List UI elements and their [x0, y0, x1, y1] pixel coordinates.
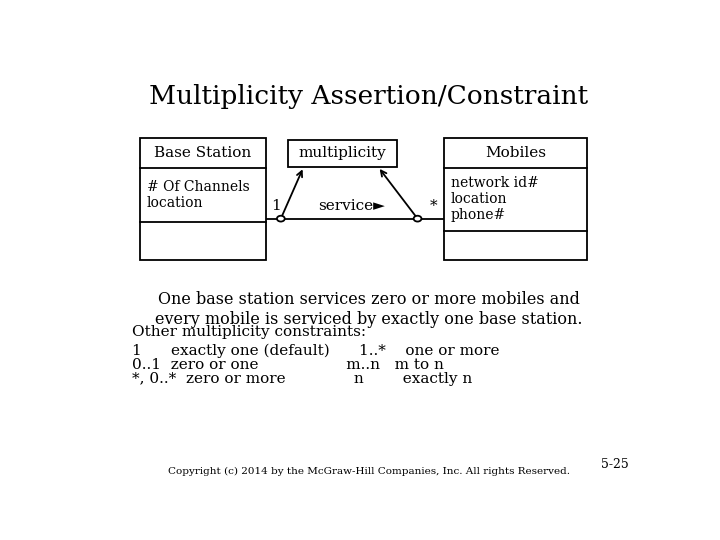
Text: # Of Channels
location: # Of Channels location — [147, 180, 250, 210]
Text: *: * — [429, 199, 437, 213]
Bar — [444, 138, 587, 260]
Circle shape — [413, 216, 421, 221]
Text: network id#
location
phone#: network id# location phone# — [451, 176, 539, 222]
Text: Base Station: Base Station — [154, 146, 251, 160]
Circle shape — [277, 216, 284, 221]
Text: Multiplicity Assertion/Constraint: Multiplicity Assertion/Constraint — [150, 84, 588, 109]
Text: multiplicity: multiplicity — [299, 146, 387, 160]
Text: Copyright (c) 2014 by the McGraw-Hill Companies, Inc. All rights Reserved.: Copyright (c) 2014 by the McGraw-Hill Co… — [168, 467, 570, 476]
Text: One base station services zero or more mobiles and
every mobile is serviced by e: One base station services zero or more m… — [156, 292, 582, 328]
Text: 0..1  zero or one                  m..n   m to n: 0..1 zero or one m..n m to n — [132, 358, 444, 372]
Text: Other multiplicity constraints:: Other multiplicity constraints: — [132, 325, 366, 339]
Text: 1: 1 — [271, 199, 281, 213]
Text: 5-25: 5-25 — [600, 458, 629, 471]
Text: *, 0..*  zero or more              n        exactly n: *, 0..* zero or more n exactly n — [132, 373, 472, 387]
Text: 1      exactly one (default)      1..*    one or more: 1 exactly one (default) 1..* one or more — [132, 343, 500, 358]
Text: Mobiles: Mobiles — [485, 146, 546, 160]
Bar — [140, 138, 266, 260]
Bar — [288, 140, 397, 167]
Text: service►: service► — [318, 199, 384, 213]
